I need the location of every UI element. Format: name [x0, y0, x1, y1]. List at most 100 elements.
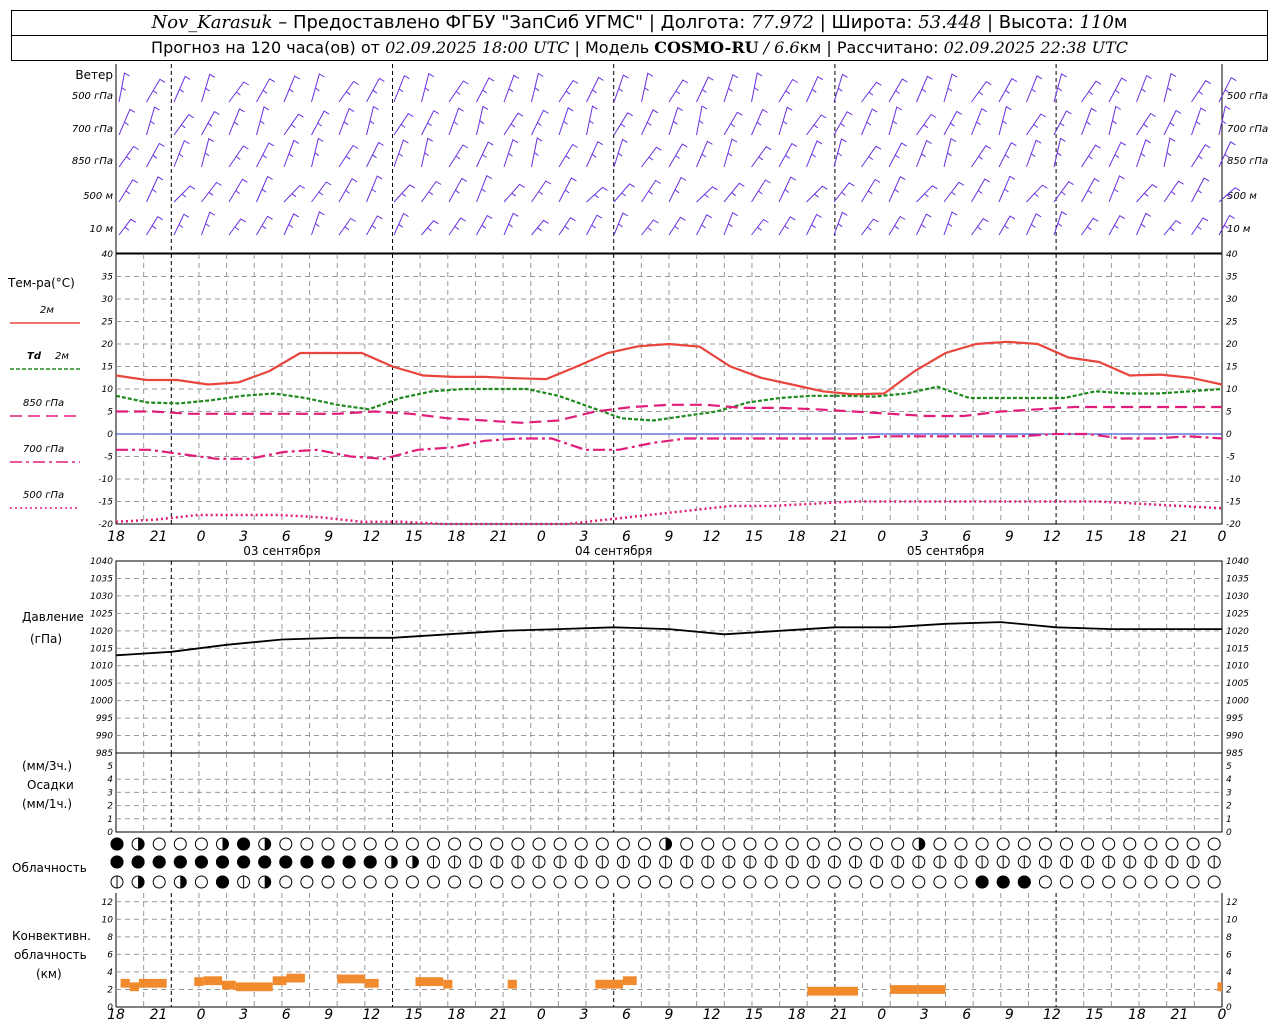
conv-tick-right: 0	[1226, 1003, 1232, 1013]
precip-tick-right: 3	[1226, 788, 1232, 798]
lower-hour-label: 0	[1218, 1007, 1227, 1023]
wind-barb	[421, 109, 440, 136]
wind-barb	[283, 139, 300, 168]
press-tick-left: 1005	[90, 679, 113, 689]
wind-barb	[503, 138, 519, 168]
conv-cloud-bar	[1217, 982, 1222, 992]
upper-hour-label: 21	[830, 529, 848, 545]
wind-barb	[613, 74, 629, 103]
temp-tick-left: 20	[102, 340, 114, 350]
wind-barb	[641, 109, 659, 136]
lower-hour-label: 12	[362, 1007, 380, 1023]
wind-barb	[668, 143, 688, 168]
wind-barb	[558, 177, 577, 203]
wind-barb	[118, 218, 137, 236]
conv-tick-right: 6	[1226, 950, 1232, 960]
upper-hour-label: 21	[1171, 529, 1189, 545]
wind-barb	[586, 186, 608, 203]
cloud-cover-symbol	[194, 875, 208, 889]
wind-barb	[1053, 110, 1072, 136]
precip-tick-right: 1	[1226, 815, 1232, 825]
wind-barb	[503, 112, 524, 136]
cloud-cover-symbol	[1207, 875, 1221, 889]
cloud-cover-fill	[363, 855, 377, 869]
press-tick-right: 1030	[1226, 592, 1249, 602]
lon-label: Долгота:	[660, 12, 746, 33]
cloud-cover-symbol	[595, 837, 609, 851]
lower-hour-label: 9	[324, 1007, 333, 1023]
wind-barb	[1081, 177, 1100, 203]
cloud-cover-fill	[237, 837, 251, 851]
conv-cloud-bar	[286, 973, 305, 983]
cloud-cover-symbol	[553, 875, 567, 889]
lower-hour-label: 0	[197, 1007, 206, 1023]
temp-tick-left: 40	[102, 250, 114, 260]
wind-barb	[806, 213, 822, 236]
lower-hour-label: 15	[1085, 1007, 1103, 1023]
cloud-cover-fill	[264, 876, 271, 888]
wind-barb	[1218, 214, 1235, 236]
press-tick-right: 1020	[1226, 627, 1249, 637]
temp-tick-right: 10	[1226, 385, 1238, 395]
wind-barb	[118, 145, 139, 168]
press-tick-right: 1035	[1226, 574, 1249, 584]
lower-hour-label: 12	[703, 1007, 721, 1023]
wind-barb	[421, 180, 442, 203]
cloud-cover-symbol	[616, 875, 630, 889]
lower-hour-label: 21	[1171, 1007, 1189, 1023]
temp-title: Тем-ра(°C)	[7, 276, 75, 290]
cloud-cover-fill	[258, 855, 272, 869]
cloud-cover-symbol	[279, 875, 293, 889]
wind-barb	[283, 184, 306, 203]
cloud-cover-symbol	[1102, 875, 1116, 889]
cloud-cover-symbol	[659, 875, 673, 889]
wind-barb	[1191, 80, 1212, 103]
cloud-cover-symbol	[891, 875, 905, 889]
cloud-cover-symbol	[933, 875, 947, 889]
wind-barb	[613, 183, 635, 203]
wind-barb	[228, 81, 250, 103]
wind-barb	[256, 78, 275, 103]
wind-barb	[118, 72, 130, 103]
temp-tick-right: -20	[1226, 520, 1241, 530]
wind-barb	[1026, 113, 1047, 136]
lower-hour-label: 6	[962, 1007, 971, 1023]
conv-cloud-bar	[622, 976, 637, 986]
cloud-cover-symbol	[532, 837, 546, 851]
wind-barb	[668, 216, 686, 236]
upper-hour-label: 0	[877, 529, 886, 545]
wind-barb	[916, 139, 932, 168]
wind-barb	[1053, 211, 1067, 236]
upper-hour-label: 3	[920, 529, 929, 545]
precip-tick-right: 0	[1226, 828, 1232, 838]
wind-barb	[201, 211, 215, 236]
cloud-cover-fill	[110, 855, 124, 869]
wind-barb	[393, 184, 415, 203]
wind-level-label-left: 850 гПа	[72, 156, 113, 167]
cloud-cover-symbol	[1123, 837, 1137, 851]
cloud-cover-symbol	[722, 837, 736, 851]
legend-label: 2м	[40, 305, 54, 316]
wind-barb	[283, 75, 300, 103]
cloud-cover-symbol	[827, 875, 841, 889]
lower-hour-label: 6	[622, 1007, 631, 1023]
cloud-cover-symbol	[870, 875, 884, 889]
wind-level-label-right: 500 м	[1227, 191, 1257, 202]
cloud-cover-symbol	[1081, 875, 1095, 889]
cloud-cover-symbol	[321, 837, 335, 851]
upper-hour-label: 6	[962, 529, 971, 545]
cloud-cover-symbol	[427, 875, 440, 889]
temp-tick-right: 30	[1226, 295, 1238, 305]
press-tick-left: 1015	[90, 644, 113, 654]
temp-tick-left: 5	[107, 408, 113, 418]
cloud-cover-symbol	[827, 837, 841, 851]
lower-hour-label: 18	[107, 1007, 125, 1023]
wind-barb	[833, 111, 853, 136]
lower-hour-label: 0	[537, 1007, 546, 1023]
pressure-line	[115, 621, 1222, 657]
cloud-cover-fill	[279, 855, 293, 869]
legend-label: 850 гПа	[23, 398, 64, 409]
conv-tick-left: 0	[107, 1003, 113, 1013]
conv-tick-left: 12	[102, 898, 114, 908]
